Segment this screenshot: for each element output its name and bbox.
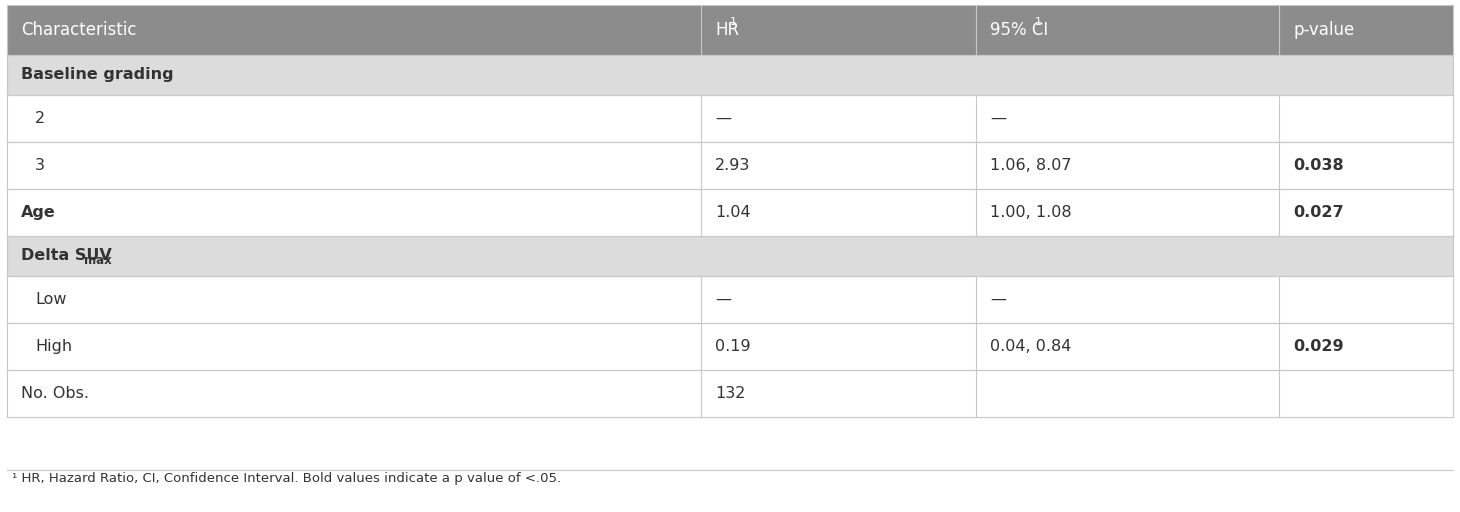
Text: 95% CI: 95% CI [990,21,1048,39]
Text: 1.04: 1.04 [715,205,750,220]
Text: 132: 132 [715,386,746,401]
Bar [7,142,1453,189]
Text: —: — [990,111,1006,126]
Text: Low: Low [35,292,67,307]
Text: 2: 2 [35,111,45,126]
Text: 1.00, 1.08: 1.00, 1.08 [990,205,1072,220]
Text: Age: Age [20,205,55,220]
Text: 3: 3 [35,158,45,173]
Text: 1: 1 [1035,17,1042,27]
Text: max: max [85,254,112,267]
Text: Baseline grading: Baseline grading [20,68,174,82]
Bar [7,276,1453,323]
Text: ¹ HR, Hazard Ratio, CI, Confidence Interval. Bold values indicate a p value of <: ¹ HR, Hazard Ratio, CI, Confidence Inter… [12,472,561,485]
Bar [7,55,1453,95]
Text: 0.029: 0.029 [1294,339,1345,354]
Bar [7,189,1453,236]
Text: p-value: p-value [1294,21,1355,39]
Text: 0.038: 0.038 [1294,158,1345,173]
Bar [7,95,1453,142]
Bar [7,370,1453,417]
Text: 2.93: 2.93 [715,158,750,173]
Text: —: — [715,292,731,307]
Bar [7,323,1453,370]
Text: Delta SUV: Delta SUV [20,248,112,264]
Text: Characteristic: Characteristic [20,21,136,39]
Bar [7,5,1453,55]
Text: HR: HR [715,21,739,39]
Text: No. Obs.: No. Obs. [20,386,89,401]
Bar [7,236,1453,276]
Text: 1.06, 8.07: 1.06, 8.07 [990,158,1072,173]
Text: 0.19: 0.19 [715,339,750,354]
Text: —: — [715,111,731,126]
Text: 0.027: 0.027 [1294,205,1345,220]
Text: High: High [35,339,72,354]
Text: 1: 1 [730,17,737,27]
Text: 0.04, 0.84: 0.04, 0.84 [990,339,1072,354]
Text: —: — [990,292,1006,307]
